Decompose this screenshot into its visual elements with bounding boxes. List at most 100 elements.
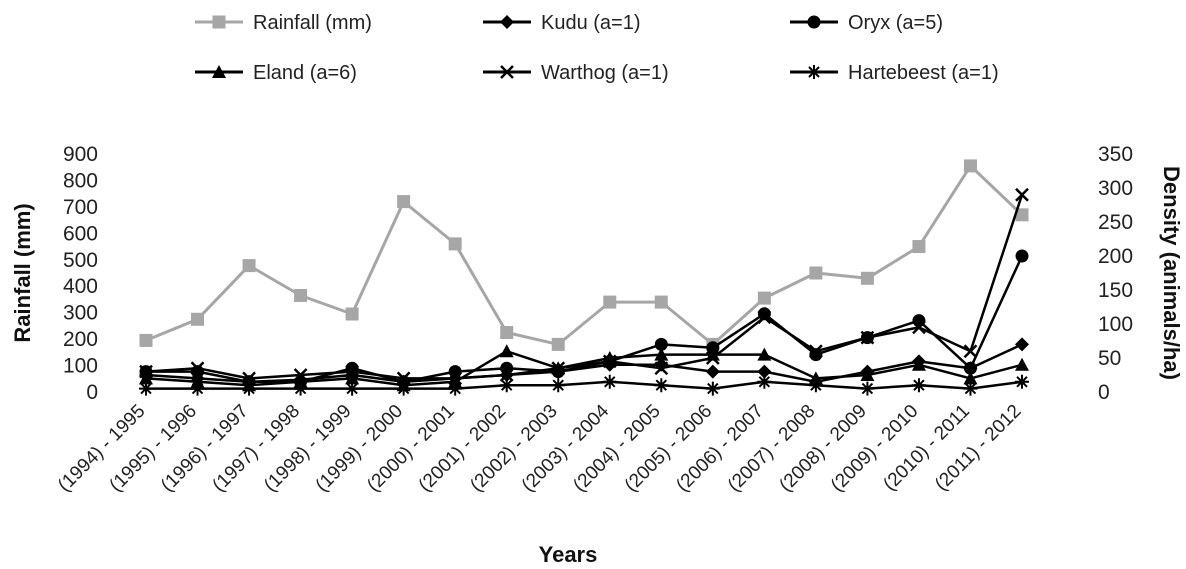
eland-point: [963, 371, 978, 385]
legend-item-eland: Eland (a=6): [195, 62, 357, 84]
y-right-tick-label: 250: [1098, 211, 1133, 234]
warthog-point: [602, 354, 617, 369]
hartebeest-point: [1015, 374, 1029, 389]
rainfall-point: [397, 195, 411, 209]
y-right-tick-label: 200: [1098, 245, 1133, 268]
legend-item-kudu: Kudu (a=1): [483, 12, 641, 34]
legend-label: Hartebeest (a=1): [848, 62, 999, 84]
eland-point: [1015, 357, 1029, 371]
oryx-point: [963, 361, 977, 375]
y-right-tick-label: 150: [1098, 279, 1133, 302]
legend-label: Oryx (a=5): [848, 12, 943, 34]
hartebeest-point: [499, 378, 514, 393]
warthog-point: [705, 351, 720, 365]
hartebeest-point: [654, 378, 669, 393]
rainfall-point: [448, 237, 462, 251]
hartebeest-point: [963, 381, 978, 396]
x-axis-ticks: (1994) - 1995(1995) - 1996(1996) - 1997(…: [54, 400, 1026, 496]
y-left-tick-label: 900: [63, 143, 98, 166]
y-axis-right-title: Density (animals/ha): [1159, 166, 1184, 380]
y-left-tick-label: 300: [63, 302, 98, 325]
warthog-point: [963, 344, 978, 359]
oryx-point: [654, 337, 668, 351]
hartebeest-point: [705, 381, 720, 396]
legend: Rainfall (mm) Kudu (a=1) Oryx (a=5) Eland (…: [195, 12, 999, 84]
y-left-tick-label: 0: [86, 381, 98, 404]
legend-marker: [500, 15, 514, 29]
x-axis-title: Years: [539, 542, 598, 567]
hartebeest-point: [602, 374, 617, 389]
warthog-point: [912, 320, 926, 335]
rainfall-point: [294, 288, 308, 302]
y-left-tick-label: 700: [63, 196, 98, 219]
hartebeest-point: [551, 378, 566, 393]
rainfall-point: [654, 295, 668, 309]
y-axis-left-ticks: 0 100 200 300 400 500 600 700 800 900: [63, 143, 98, 404]
kudu-point: [757, 364, 772, 379]
series-warthog: [139, 187, 1029, 386]
rainfall-point: [809, 266, 823, 280]
rainfall-point: [757, 291, 771, 305]
eland-point: [860, 368, 875, 381]
eland-point: [139, 371, 153, 385]
oryx-point: [757, 307, 771, 321]
rainfall-line: [145, 164, 1024, 346]
warthog-point: [499, 368, 514, 382]
axes: 0 100 200 300 400 500 600 700 800 900 0 50 100 150 20…: [10, 143, 1184, 567]
warthog-point: [190, 361, 205, 376]
legend-label: Eland (a=6): [253, 62, 357, 84]
eland-point: [654, 347, 669, 361]
y-right-tick-label: 100: [1098, 313, 1133, 336]
series-hartebeest: [139, 374, 1029, 396]
hartebeest-point: [242, 381, 257, 396]
warthog-point: [293, 368, 308, 382]
eland-point: [911, 357, 926, 371]
eland-point: [757, 347, 772, 361]
rainfall-point: [551, 337, 565, 351]
y-right-tick-label: 300: [1098, 177, 1133, 200]
kudu-line: [145, 343, 1023, 384]
warthog-point: [551, 361, 566, 376]
rainfall-point: [500, 326, 514, 339]
plot-area: [139, 159, 1029, 396]
warthog-point: [757, 310, 772, 325]
hartebeest-point: [345, 381, 360, 396]
hartebeest-point: [757, 374, 772, 389]
hartebeest-point: [293, 381, 308, 396]
eland-point: [499, 344, 514, 358]
warthog-line: [145, 194, 1024, 380]
legend-label: Rainfall (mm): [253, 12, 372, 34]
warthog-point: [1015, 187, 1029, 202]
hartebeest-point: [808, 378, 823, 393]
oryx-point: [912, 314, 926, 328]
legend-label: Kudu (a=1): [541, 12, 641, 34]
legend-item-hartebeest: Hartebeest (a=1): [790, 62, 999, 84]
warthog-point: [860, 330, 875, 345]
eland-point: [345, 371, 360, 385]
y-right-tick-label: 350: [1098, 143, 1133, 166]
legend-item-oryx: Oryx (a=5): [790, 12, 943, 34]
warthog-point: [345, 364, 360, 379]
hartebeest-point: [911, 378, 926, 393]
hartebeest-point: [139, 381, 153, 396]
hartebeest-point: [860, 381, 875, 396]
y-left-tick-label: 800: [63, 169, 98, 192]
series-rainfall: [139, 159, 1029, 351]
rainfall-point: [242, 259, 256, 273]
rainfall-point: [603, 295, 617, 309]
legend-marker: [807, 15, 821, 29]
kudu-point: [1015, 337, 1029, 352]
rainfall-point: [963, 159, 977, 173]
warthog-point: [242, 371, 256, 386]
hartebeest-point: [190, 381, 205, 396]
y-left-tick-label: 600: [63, 222, 98, 245]
hartebeest-point: [448, 381, 463, 396]
y-left-tick-label: 500: [63, 249, 98, 272]
kudu-point: [705, 364, 720, 379]
rainfall-point: [912, 240, 926, 254]
warthog-point: [808, 344, 823, 359]
y-right-tick-label: 0: [1098, 381, 1110, 404]
eland-point: [705, 347, 720, 361]
warthog-point: [448, 371, 463, 386]
